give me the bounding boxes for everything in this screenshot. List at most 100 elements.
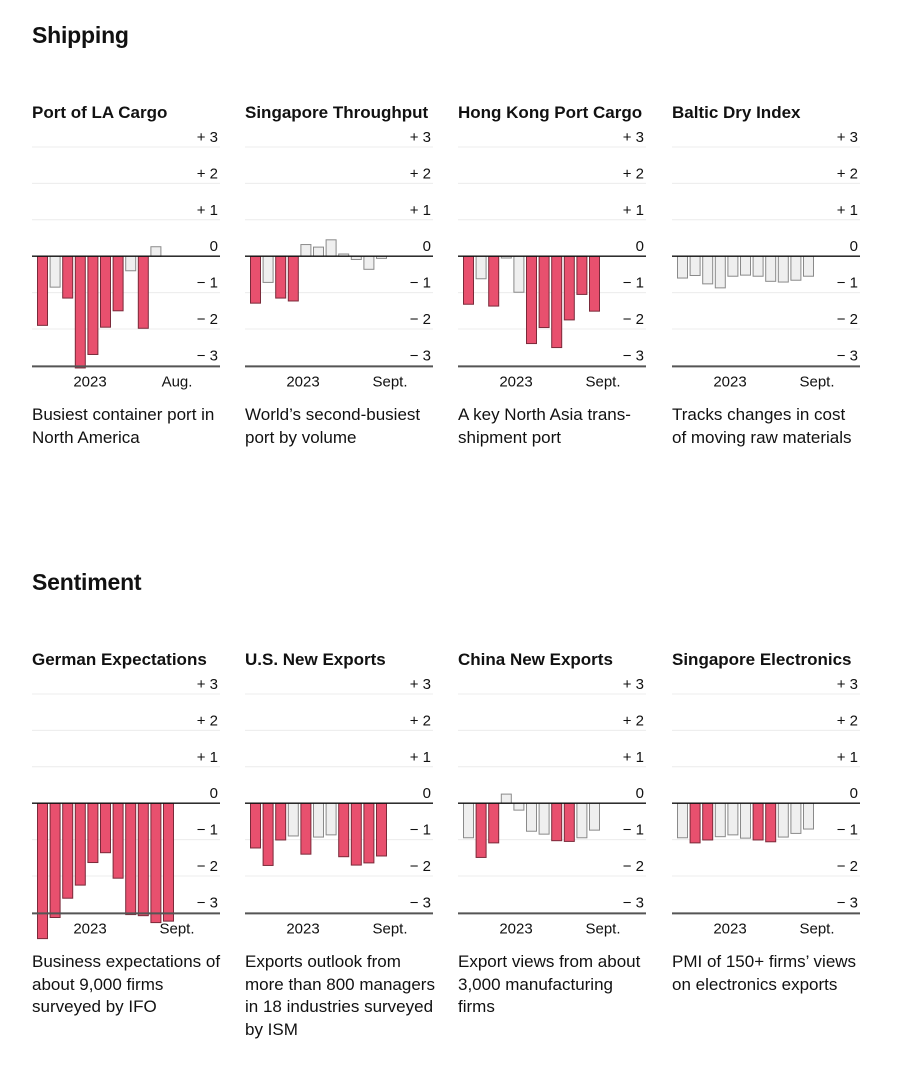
bar-highlighted xyxy=(689,802,701,844)
y-tick-label: 0 xyxy=(636,785,644,802)
x-tick-label: 2023 xyxy=(286,920,319,937)
y-tick-label: 0 xyxy=(850,785,858,802)
bar-highlighted xyxy=(338,802,350,858)
bar-highlighted xyxy=(100,802,111,854)
panel-title: Singapore Electronics xyxy=(672,650,852,669)
y-tick-label: − 2 xyxy=(837,311,858,328)
y-tick-label: + 3 xyxy=(837,676,858,693)
y-tick-label: − 3 xyxy=(197,347,218,364)
y-tick-label: + 3 xyxy=(623,676,644,693)
bar-neutral xyxy=(313,246,324,257)
bar-highlighted xyxy=(463,255,474,305)
panel-description: Export views from about 3,000 manufactur… xyxy=(458,952,641,1016)
x-tick-label: 2023 xyxy=(73,920,106,937)
panel-description: World’s second-busiest port by volume xyxy=(245,405,421,447)
chart-baltic-dry-index: + 3 + 2 + 1 0 − 1 − 2 − 3 2023 Sept. xyxy=(672,129,860,390)
bar-neutral xyxy=(677,802,688,839)
bar-neutral xyxy=(500,793,512,804)
bar-neutral xyxy=(538,802,550,835)
y-tick-label: + 1 xyxy=(410,202,431,219)
bar-neutral xyxy=(777,802,789,838)
y-tick-label: + 1 xyxy=(837,202,858,219)
y-tick-label: − 3 xyxy=(623,347,644,364)
bar-highlighted xyxy=(589,255,600,312)
panel-title: German Expectations xyxy=(32,650,207,669)
bar-highlighted xyxy=(250,802,261,849)
bar-neutral xyxy=(325,239,337,257)
y-tick-label: 0 xyxy=(850,238,858,255)
y-tick-label: + 3 xyxy=(837,129,858,146)
bar-neutral xyxy=(677,255,688,279)
y-tick-label: + 3 xyxy=(410,129,431,146)
bar-neutral xyxy=(803,255,814,277)
bar-highlighted xyxy=(765,802,777,843)
y-tick-label: + 1 xyxy=(623,202,644,219)
bar-highlighted xyxy=(488,802,500,844)
bar-neutral xyxy=(313,802,324,838)
bar-neutral xyxy=(526,802,537,832)
y-tick-label: − 1 xyxy=(837,275,858,292)
section-title-shipping: Shipping xyxy=(32,22,129,48)
y-tick-label: 0 xyxy=(423,238,431,255)
bar-neutral xyxy=(589,802,600,831)
x-tick-label: Aug. xyxy=(162,373,193,390)
bar-neutral xyxy=(740,802,751,839)
y-tick-label: + 1 xyxy=(197,202,218,219)
bar-highlighted xyxy=(563,802,575,842)
bar-highlighted xyxy=(576,255,588,295)
bar-neutral xyxy=(727,802,739,836)
bar-highlighted xyxy=(100,255,111,328)
bar-neutral xyxy=(475,255,487,280)
bar-neutral xyxy=(714,802,726,838)
y-tick-label: − 1 xyxy=(837,822,858,839)
x-tick-label: 2023 xyxy=(713,373,746,390)
chart-german-expectations: + 3 + 2 + 1 0 − 1 − 2 − 3 2023 Sept. xyxy=(32,676,220,940)
bar-highlighted xyxy=(74,802,86,886)
bar-highlighted xyxy=(137,802,149,917)
bar-highlighted xyxy=(526,255,537,345)
chart-hong-kong-port-cargo: + 3 + 2 + 1 0 − 1 − 2 − 3 2023 Sept. xyxy=(458,129,646,390)
bar-neutral xyxy=(513,802,525,811)
panel-description: Business expectations of about 9,000 fir… xyxy=(32,952,221,1016)
bar-highlighted xyxy=(49,802,61,918)
bar-highlighted xyxy=(752,802,764,841)
bar-neutral xyxy=(714,255,726,289)
y-tick-label: − 2 xyxy=(197,858,218,875)
bar-highlighted xyxy=(62,255,74,299)
bar-highlighted xyxy=(137,255,149,329)
bar-highlighted xyxy=(488,255,500,307)
y-tick-label: − 3 xyxy=(410,894,431,911)
bar-highlighted xyxy=(262,802,274,866)
bar-neutral xyxy=(325,802,337,836)
x-tick-label: Sept. xyxy=(799,373,834,390)
x-tick-label: 2023 xyxy=(286,373,319,390)
y-tick-label: − 3 xyxy=(837,347,858,364)
bar-neutral xyxy=(790,802,802,834)
y-tick-label: − 3 xyxy=(410,347,431,364)
bar-neutral xyxy=(689,255,701,276)
bar-neutral xyxy=(150,246,162,257)
y-tick-label: + 2 xyxy=(410,165,431,182)
bar-neutral xyxy=(803,802,814,830)
bar-highlighted xyxy=(163,802,174,922)
bar-highlighted xyxy=(250,255,261,304)
x-tick-label: Sept. xyxy=(159,920,194,937)
bar-highlighted xyxy=(62,802,74,899)
y-tick-label: + 2 xyxy=(410,712,431,729)
bar-neutral xyxy=(740,255,751,276)
y-tick-label: + 3 xyxy=(197,129,218,146)
panel-title: China New Exports xyxy=(458,650,613,669)
x-tick-label: 2023 xyxy=(713,920,746,937)
y-tick-label: + 1 xyxy=(837,749,858,766)
x-tick-label: 2023 xyxy=(499,920,532,937)
x-tick-label: Sept. xyxy=(799,920,834,937)
bar-highlighted xyxy=(376,802,387,857)
y-tick-label: 0 xyxy=(210,238,218,255)
bar-highlighted xyxy=(37,255,48,326)
bar-highlighted xyxy=(287,255,299,302)
y-tick-label: + 2 xyxy=(197,712,218,729)
chart-china-new-exports: + 3 + 2 + 1 0 − 1 − 2 − 3 2023 Sept. xyxy=(458,676,646,937)
y-tick-label: 0 xyxy=(636,238,644,255)
y-tick-label: − 1 xyxy=(623,275,644,292)
y-tick-label: + 1 xyxy=(197,749,218,766)
